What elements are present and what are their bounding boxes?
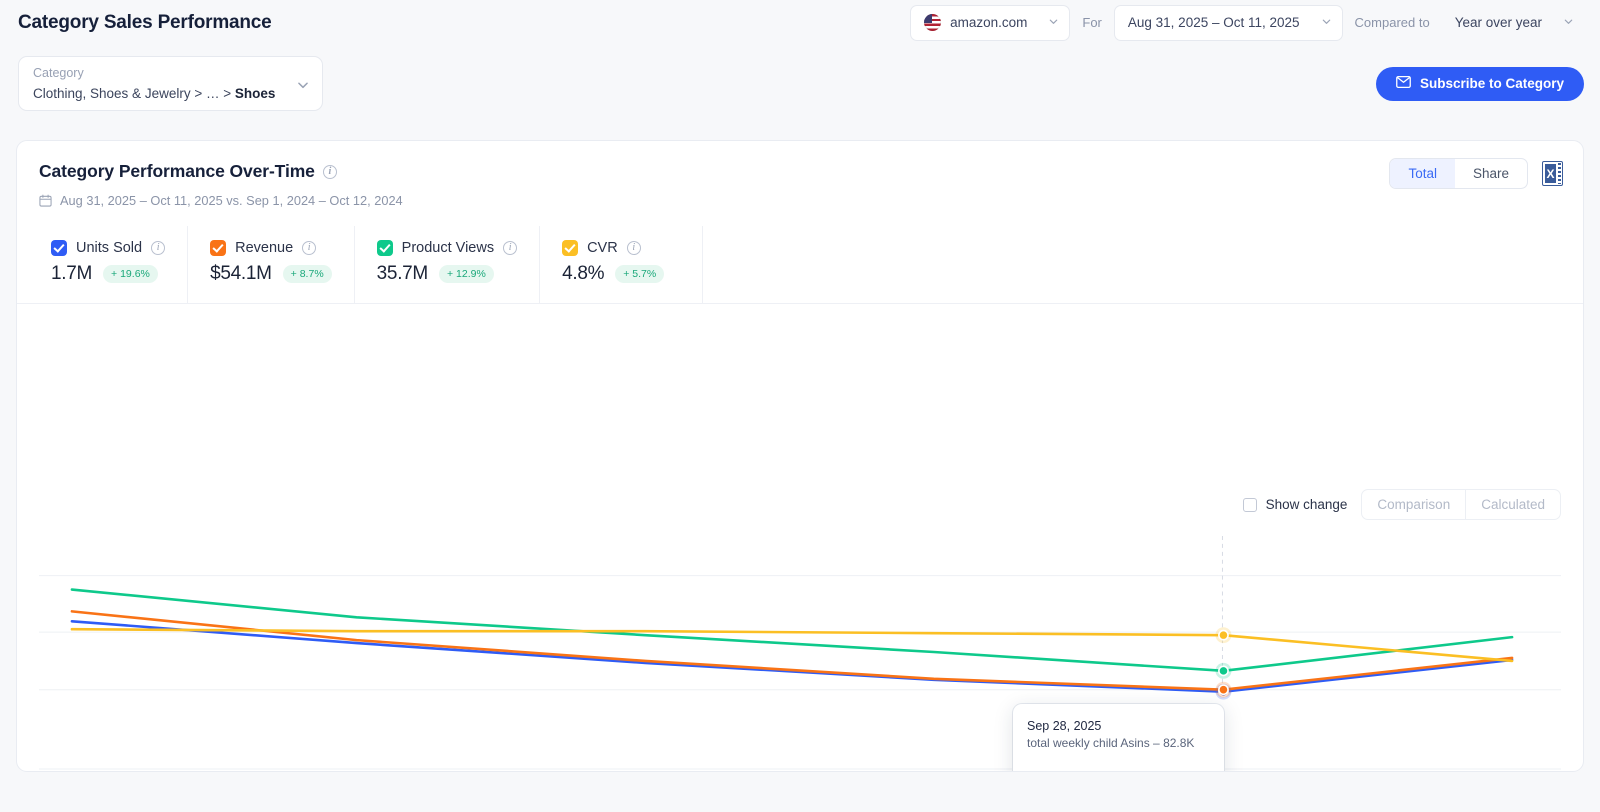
- metric-delta-badge: + 19.6%: [103, 265, 158, 283]
- info-icon[interactable]: i: [503, 241, 518, 255]
- marketplace-label: amazon.com: [950, 15, 1028, 30]
- marker-revenue[interactable]: [1218, 684, 1229, 696]
- category-path-prefix: Clothing, Shoes & Jewelry > … >: [33, 86, 235, 101]
- chevron-down-icon: [1048, 15, 1059, 30]
- metric-value: 1.7M: [51, 263, 93, 284]
- view-toggle-share[interactable]: Share: [1472, 166, 1509, 181]
- metric-label: Units Sold: [76, 240, 143, 256]
- metric-value: 35.7M: [376, 263, 429, 284]
- compared-to-label: Compared to: [1354, 15, 1430, 30]
- info-icon[interactable]: i: [626, 241, 641, 255]
- tooltip-row-value: 239.0K: [1170, 771, 1210, 772]
- category-filter-label: Category: [33, 66, 84, 80]
- metric-strip: Units Sold i 1.7M + 19.6% Revenue i $54.…: [17, 226, 1583, 304]
- category-filter[interactable]: Category Clothing, Shoes & Jewelry > … >…: [18, 56, 323, 111]
- card-header: Category Performance Over-Time i Aug 31,…: [17, 141, 1583, 208]
- metric-label: Revenue: [235, 240, 294, 256]
- filter-bar: Category Clothing, Shoes & Jewelry > … >…: [0, 45, 1600, 122]
- chart-controls: Show change Comparison Calculated: [1242, 489, 1561, 520]
- calendar-icon: [39, 194, 52, 207]
- metric-checkbox[interactable]: [376, 240, 393, 256]
- metric-header: Product Views i: [376, 240, 518, 256]
- metric-delta-badge: + 12.9%: [438, 265, 494, 283]
- metric-units-sold[interactable]: Units Sold i 1.7M + 19.6%: [17, 226, 189, 303]
- metric-header: Revenue i: [210, 240, 332, 256]
- metric-header: CVR i: [562, 240, 680, 256]
- top-bar: Category Sales Performance amazon.com Fo…: [0, 0, 1600, 45]
- comparison-label: Year over year: [1454, 15, 1542, 30]
- chart-gridlines: [38, 575, 1562, 770]
- us-flag-icon: [924, 14, 942, 31]
- category-path-leaf: Shoes: [234, 86, 276, 101]
- metric-values: 35.7M + 12.9%: [377, 263, 517, 285]
- metric-value: $54.1M: [210, 263, 272, 284]
- date-range-select[interactable]: Aug 31, 2025 – Oct 11, 2025: [1113, 4, 1343, 41]
- metric-values: 4.8% + 5.7%: [562, 263, 680, 285]
- comparison-select[interactable]: Year over year: [1442, 5, 1584, 41]
- tooltip-date: Sep 28, 2025: [1027, 719, 1102, 733]
- chart-tooltip: Sep 28, 2025 total weekly child Asins – …: [1013, 704, 1224, 772]
- chart-series-layer: [72, 590, 1512, 692]
- card-subtitle-row: Aug 31, 2025 – Oct 11, 2025 vs. Sep 1, 2…: [39, 193, 1561, 208]
- tooltip-rows: Units Sold 239.0K Revenue $7.6M Product …: [1027, 763, 1210, 772]
- metric-value: 4.8%: [562, 263, 605, 284]
- metric-checkbox[interactable]: [210, 240, 227, 256]
- show-change-checkbox[interactable]: [1242, 497, 1257, 512]
- subscribe-button-label: Subscribe to Category: [1419, 76, 1564, 91]
- metric-delta-badge: + 8.7%: [282, 265, 332, 283]
- marker-product-views[interactable]: [1218, 665, 1229, 677]
- performance-card: Category Performance Over-Time i Aug 31,…: [16, 140, 1584, 772]
- card-header-actions: Total Share: [1389, 158, 1563, 189]
- series-line-cvr: [72, 629, 1512, 661]
- tooltip-subtitle: total weekly child Asins – 82.8K: [1027, 736, 1195, 750]
- metric-values: 1.7M + 19.6%: [51, 263, 165, 285]
- category-filter-value: Clothing, Shoes & Jewelry > … > Shoes: [33, 84, 290, 104]
- series-line-units-sold: [72, 621, 1512, 691]
- card-subtitle: Aug 31, 2025 – Oct 11, 2025 vs. Sep 1, 2…: [60, 193, 403, 208]
- tooltip-row: Units Sold 239.0K: [1027, 763, 1210, 772]
- metric-values: $54.1M + 8.7%: [210, 263, 332, 285]
- tooltip-row-label: Units Sold: [1045, 771, 1101, 772]
- chart-mode-calculated[interactable]: Calculated: [1465, 490, 1560, 519]
- show-change-label: Show change: [1265, 497, 1348, 512]
- metric-label: CVR: [587, 240, 618, 256]
- metric-checkbox[interactable]: [562, 240, 579, 256]
- chevron-down-icon[interactable]: [296, 78, 310, 97]
- category-filter-text: Category Clothing, Shoes & Jewelry > … >…: [33, 65, 290, 104]
- chevron-down-icon: [1563, 15, 1574, 30]
- show-change-toggle[interactable]: Show change: [1242, 497, 1348, 512]
- chart-hover-markers: [1215, 627, 1232, 700]
- for-label: For: [1082, 15, 1102, 30]
- chart-area: Aug 31, 2025Sep 7, 2025Sep 14, 2025Sep 2…: [17, 536, 1583, 771]
- metric-label: Product Views: [401, 240, 495, 256]
- metric-revenue[interactable]: Revenue i $54.1M + 8.7%: [188, 226, 355, 303]
- info-icon[interactable]: i: [322, 164, 337, 179]
- envelope-icon: [1396, 75, 1411, 91]
- marker-cvr[interactable]: [1218, 629, 1229, 641]
- top-bar-controls: amazon.com For Aug 31, 2025 – Oct 11, 20…: [910, 4, 1584, 41]
- card-title-row: Category Performance Over-Time i: [39, 161, 1561, 182]
- page-title: Category Sales Performance: [18, 11, 272, 33]
- excel-export-icon[interactable]: [1542, 161, 1563, 186]
- info-icon[interactable]: i: [151, 241, 166, 255]
- metric-delta-badge: + 5.7%: [615, 265, 665, 283]
- metric-cvr[interactable]: CVR i 4.8% + 5.7%: [540, 226, 704, 303]
- chevron-down-icon: [1321, 15, 1332, 30]
- card-title: Category Performance Over-Time: [39, 161, 315, 181]
- chart-mode-toggle[interactable]: Comparison Calculated: [1361, 489, 1561, 520]
- view-toggle-total[interactable]: Total: [1390, 159, 1455, 188]
- series-line-revenue: [72, 611, 1512, 689]
- metric-product-views[interactable]: Product Views i 35.7M + 12.9%: [355, 226, 541, 303]
- metric-header: Units Sold i: [51, 240, 166, 256]
- chart-mode-comparison[interactable]: Comparison: [1377, 497, 1451, 512]
- line-chart: Aug 31, 2025Sep 7, 2025Sep 14, 2025Sep 2…: [38, 536, 1562, 770]
- info-icon[interactable]: i: [302, 241, 317, 255]
- metric-checkbox[interactable]: [51, 240, 67, 256]
- date-range-label: Aug 31, 2025 – Oct 11, 2025: [1127, 15, 1300, 30]
- series-line-product-views: [72, 590, 1512, 671]
- marketplace-select[interactable]: amazon.com: [910, 4, 1071, 41]
- view-toggle[interactable]: Total Share: [1389, 158, 1528, 189]
- subscribe-to-category-button[interactable]: Subscribe to Category: [1375, 66, 1584, 101]
